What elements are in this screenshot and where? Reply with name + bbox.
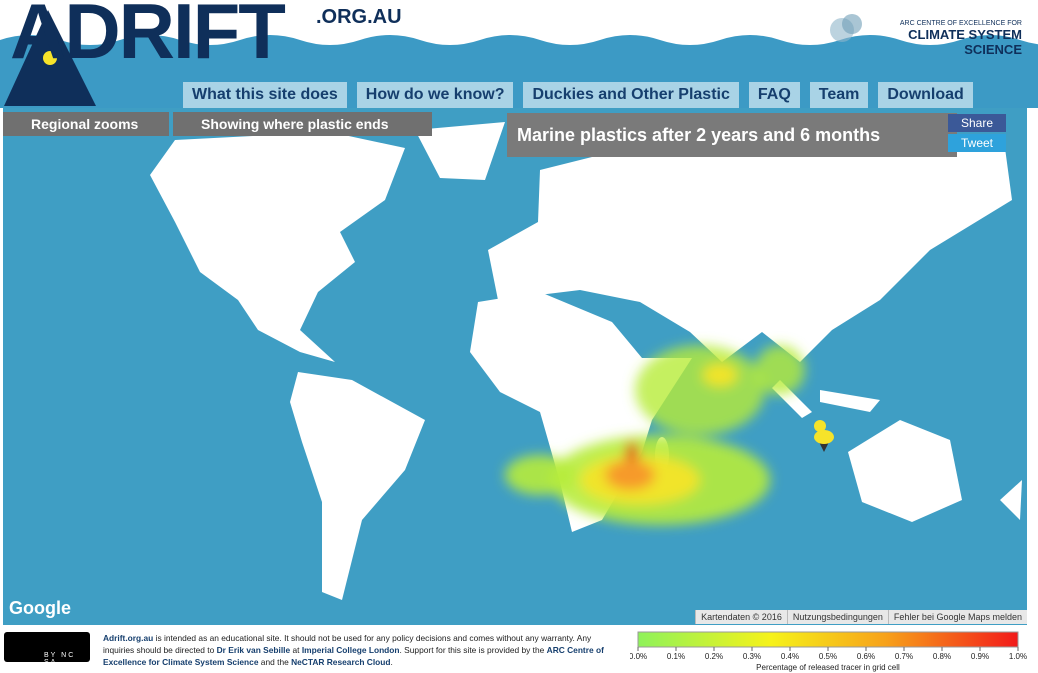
control-button[interactable]: Regional zooms (3, 112, 169, 136)
legend-tick-label: 0.0% (630, 652, 647, 661)
cc-label: BY NC SA (44, 652, 76, 666)
legend-tick-label: 1.0% (1009, 652, 1027, 661)
shape (635, 345, 765, 435)
color-bar (637, 631, 1019, 648)
legend-tick-label: 0.8% (933, 652, 951, 661)
legend-tick-label: 0.5% (819, 652, 837, 661)
link[interactable]: ARC Centre of Excellence for Climate Sys… (103, 645, 604, 667)
land (150, 122, 1022, 600)
link[interactable]: Dr Erik van Sebille (216, 645, 291, 655)
nav-item[interactable]: How do we know? (356, 82, 514, 108)
attribution-item[interactable]: Nutzungsbedingungen (786, 610, 888, 624)
logo-domain: .ORG.AU (316, 6, 402, 28)
shape (755, 345, 805, 395)
legend-tick-label: 0.2% (705, 652, 723, 661)
legend-tick-label: 0.9% (971, 652, 989, 661)
text: and the (258, 657, 292, 667)
text: at (290, 645, 302, 655)
legend-tick-label: 0.1% (667, 652, 685, 661)
shape (470, 292, 692, 532)
shape (505, 455, 575, 495)
attribution-item: Kartendaten © 2016 (695, 610, 787, 624)
shape (415, 122, 505, 180)
nav-item[interactable]: FAQ (748, 82, 800, 108)
shape (820, 390, 880, 412)
text: . Support for this site is provided by t… (399, 645, 547, 655)
link[interactable]: Adrift.org.au (103, 633, 154, 643)
shape (702, 363, 738, 387)
text: is intended as an educational site. It s… (103, 633, 592, 655)
logo: ADRIFT (10, 0, 286, 75)
share-button[interactable]: Share (948, 114, 1006, 132)
link[interactable]: Imperial College London (301, 645, 400, 655)
nav-item[interactable]: What this site does (183, 82, 347, 108)
shape (150, 132, 405, 362)
control-button[interactable]: Showing where plastic ends (173, 112, 432, 136)
nav-item[interactable]: Download (878, 82, 973, 108)
partner-line: ARC CENTRE OF EXCELLENCE FOR (899, 20, 1022, 27)
legend-tick-label: 0.3% (743, 652, 761, 661)
legend-tick-label: 0.7% (895, 652, 913, 661)
nav-item[interactable]: Duckies and Other Plastic (523, 82, 739, 108)
shape (290, 372, 425, 600)
duck-marker[interactable] (814, 420, 834, 452)
shape (626, 442, 638, 462)
logo-duck (43, 51, 57, 65)
link[interactable]: NeCTAR Research Cloud (291, 657, 391, 667)
arc-logo (842, 14, 862, 34)
partner-line: CLIMATE SYSTEM SCIENCE (908, 27, 1022, 57)
footer-text: Adrift.org.au is intended as an educatio… (103, 632, 608, 668)
attribution: Kartendaten © 2016 Nutzungsbedingungen F… (695, 610, 1027, 624)
partner: ARC CENTRE OF EXCELLENCE FOR CLIMATE SYST… (860, 20, 1022, 57)
legend: Percentage of released tracer in grid ce… (630, 631, 1027, 672)
legend-tick-label: 0.4% (781, 652, 799, 661)
map-title: Marine plastics after 2 years and 6 mont… (507, 113, 957, 157)
cc-badge[interactable]: BY NC SA (4, 632, 90, 666)
shape (488, 140, 1012, 362)
map (3, 108, 1027, 625)
attribution-item[interactable]: Fehler bei Google Maps melden (887, 610, 1027, 624)
shape (605, 460, 655, 490)
nav: What this site does How do we know? Duckie… (183, 82, 973, 108)
tweet-button[interactable]: Tweet (948, 134, 1006, 152)
shape (260, 300, 300, 318)
shape (814, 420, 826, 432)
shape (814, 430, 834, 444)
google-logo: Google (9, 598, 71, 618)
nav-item[interactable]: Team (809, 82, 869, 108)
text: . (390, 657, 393, 667)
heatmap (505, 345, 805, 525)
legend-label: Percentage of released tracer in grid ce… (756, 663, 900, 672)
shape (1000, 480, 1022, 520)
shape (848, 420, 962, 522)
legend-tick-label: 0.6% (857, 652, 875, 661)
